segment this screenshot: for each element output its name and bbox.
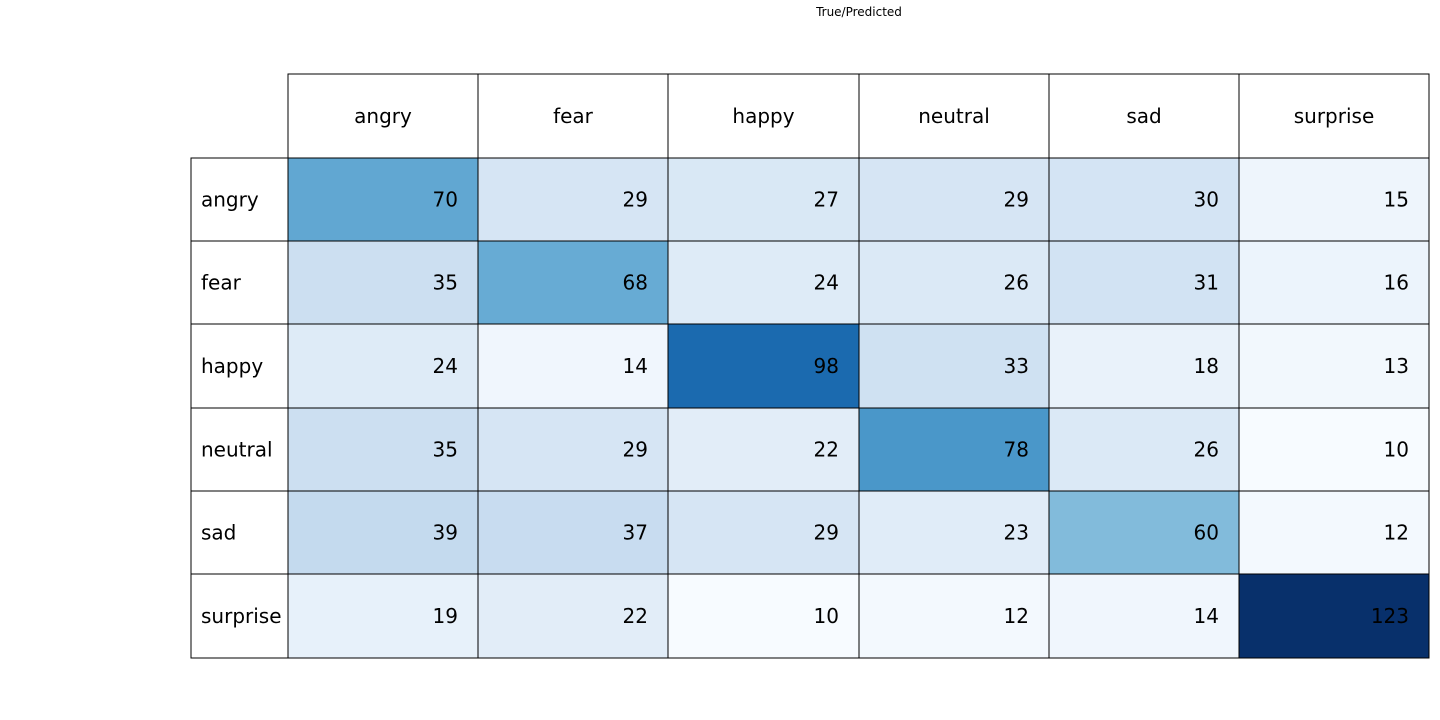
cell-value-label: 14 xyxy=(623,354,648,378)
heatmap-cell xyxy=(1048,240,1240,325)
cell-value-label: 12 xyxy=(1004,604,1029,628)
cell-value-label: 35 xyxy=(433,438,458,462)
cell-value-label: 29 xyxy=(814,521,839,545)
cell-value-label: 29 xyxy=(1004,188,1029,212)
cell-value-label: 29 xyxy=(623,438,648,462)
heatmap-cell xyxy=(477,490,669,575)
cell-value-label: 24 xyxy=(814,271,839,295)
cell-value-label: 19 xyxy=(433,604,458,628)
cell-value-label: 14 xyxy=(1194,604,1219,628)
heatmap-cell xyxy=(287,157,479,242)
row-header-cell xyxy=(190,240,289,325)
heatmap-cell xyxy=(667,407,860,492)
column-header-label: neutral xyxy=(918,104,990,128)
heatmap-cell xyxy=(1238,490,1430,575)
row-header-label: fear xyxy=(201,271,242,295)
cell-value-label: 70 xyxy=(433,188,458,212)
heatmap-cell xyxy=(858,407,1050,492)
cell-value-label: 23 xyxy=(1004,521,1029,545)
column-header-cell xyxy=(1048,73,1240,159)
heatmap-cell xyxy=(477,157,669,242)
heatmap-cell xyxy=(1048,157,1240,242)
column-header-label: angry xyxy=(354,104,412,128)
heatmap-cell xyxy=(858,240,1050,325)
cell-value-label: 24 xyxy=(433,354,458,378)
cell-value-label: 31 xyxy=(1194,271,1219,295)
cell-value-label: 35 xyxy=(433,271,458,295)
heatmap-cell xyxy=(1238,323,1430,409)
cell-value-label: 68 xyxy=(623,271,648,295)
column-header-cell xyxy=(858,73,1050,159)
cell-value-label: 27 xyxy=(814,188,839,212)
heatmap-cell xyxy=(858,573,1050,659)
row-header-label: angry xyxy=(201,188,259,212)
heatmap-cell xyxy=(1238,573,1430,659)
cell-value-label: 123 xyxy=(1371,604,1409,628)
row-header-cell xyxy=(190,490,289,575)
heatmap-cell xyxy=(287,323,479,409)
heatmap-cell xyxy=(667,490,860,575)
column-header-label: fear xyxy=(553,104,594,128)
heatmap-cell xyxy=(858,323,1050,409)
cell-value-label: 39 xyxy=(433,521,458,545)
chart-title: True/Predicted xyxy=(816,5,902,19)
cell-value-label: 10 xyxy=(1384,438,1409,462)
heatmap-cell xyxy=(1238,407,1430,492)
cell-value-label: 29 xyxy=(623,188,648,212)
cell-value-label: 22 xyxy=(814,438,839,462)
column-header-label: sad xyxy=(1126,104,1161,128)
heatmap-cell xyxy=(477,573,669,659)
cell-value-label: 16 xyxy=(1384,271,1409,295)
cell-value-label: 18 xyxy=(1194,354,1219,378)
heatmap-cell xyxy=(1048,323,1240,409)
cell-value-label: 22 xyxy=(623,604,648,628)
cell-value-label: 30 xyxy=(1194,188,1219,212)
row-header-label: happy xyxy=(201,354,263,378)
heatmap-cell xyxy=(1048,407,1240,492)
cell-value-label: 33 xyxy=(1004,354,1029,378)
heatmap-cell xyxy=(1048,573,1240,659)
heatmap-cell xyxy=(287,573,479,659)
cell-value-label: 10 xyxy=(814,604,839,628)
cell-value-label: 60 xyxy=(1194,521,1219,545)
cell-value-label: 12 xyxy=(1384,521,1409,545)
cell-value-label: 26 xyxy=(1194,438,1219,462)
heatmap-cell xyxy=(1238,157,1430,242)
heatmap-cell xyxy=(858,490,1050,575)
heatmap-cell xyxy=(1238,240,1430,325)
cell-value-label: 26 xyxy=(1004,271,1029,295)
heatmap-cell xyxy=(287,407,479,492)
column-header-cell xyxy=(1238,73,1430,159)
row-header-label: neutral xyxy=(201,438,273,462)
column-header-label: happy xyxy=(732,104,794,128)
cell-value-label: 78 xyxy=(1004,438,1029,462)
row-header-label: surprise xyxy=(201,604,282,628)
cell-value-label: 15 xyxy=(1384,188,1409,212)
cell-value-label: 98 xyxy=(814,354,839,378)
cell-value-label: 13 xyxy=(1384,354,1409,378)
row-header-cell xyxy=(190,573,289,659)
row-header-cell xyxy=(190,407,289,492)
cell-value-label: 37 xyxy=(623,521,648,545)
heatmap-cell xyxy=(667,323,860,409)
heatmap-cell xyxy=(287,490,479,575)
column-header-label: surprise xyxy=(1294,104,1375,128)
row-header-cell xyxy=(190,157,289,242)
heatmap-cell xyxy=(858,157,1050,242)
heatmap-cell xyxy=(287,240,479,325)
row-header-label: sad xyxy=(201,521,236,545)
